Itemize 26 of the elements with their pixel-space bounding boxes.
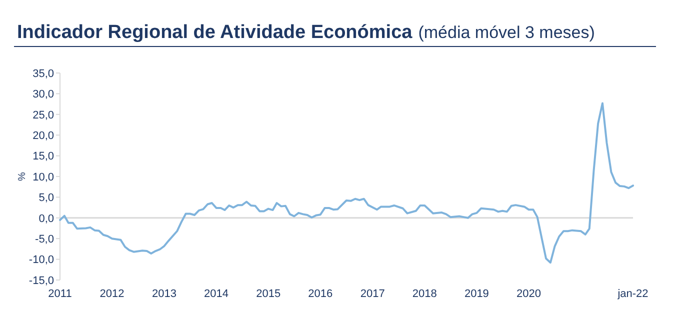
y-tick-label: 25,0 bbox=[32, 109, 54, 122]
y-tick-label: 15,0 bbox=[32, 150, 54, 163]
x-tick-label: 2019 bbox=[464, 288, 489, 300]
y-tick-label: -10,0 bbox=[28, 254, 54, 266]
y-tick-label: -15,0 bbox=[28, 274, 54, 287]
y-tick-label: -5,0 bbox=[35, 233, 54, 246]
line-series bbox=[59, 102, 634, 264]
x-tick-label: 2011 bbox=[48, 288, 72, 300]
y-axis-title: % bbox=[17, 172, 28, 181]
y-tick-label: 0,0 bbox=[38, 212, 54, 225]
x-tick-label: 2016 bbox=[308, 288, 333, 300]
y-tick-label: 5,0 bbox=[38, 192, 54, 204]
x-tick-label: 2012 bbox=[100, 288, 124, 300]
x-tick-label: 2020 bbox=[516, 288, 541, 300]
y-tick-label: 35,0 bbox=[32, 68, 54, 80]
x-tick-label: 2018 bbox=[412, 288, 437, 300]
chart-title: Indicador Regional de Atividade Económica bbox=[17, 22, 413, 43]
x-tick-label: jan-22 bbox=[616, 288, 648, 300]
y-tick-label: 10,0 bbox=[32, 171, 54, 184]
x-tick-label: 2017 bbox=[360, 288, 385, 300]
x-tick-label: 2013 bbox=[152, 288, 176, 300]
x-tick-label: 2015 bbox=[256, 288, 281, 300]
chart-subtitle: (média móvel 3 meses) bbox=[418, 23, 595, 42]
x-tick-label: 2014 bbox=[204, 288, 229, 300]
y-tick-label: 30,0 bbox=[32, 88, 54, 101]
y-tick-label: 20,0 bbox=[32, 130, 54, 142]
